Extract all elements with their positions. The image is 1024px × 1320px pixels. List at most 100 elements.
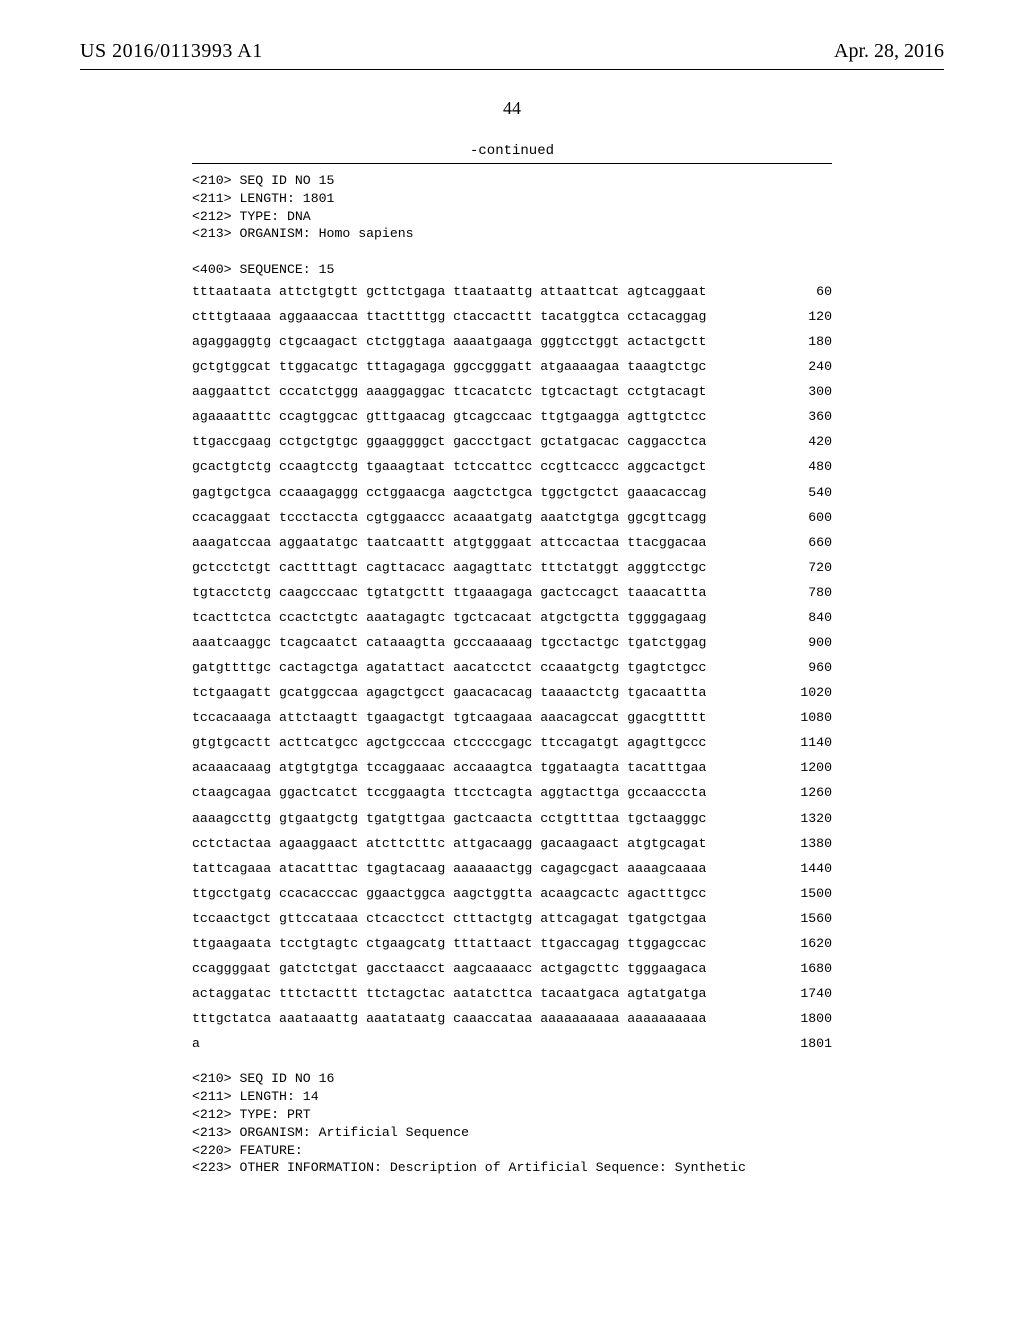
sequence-body: tttaataata attctgtgtt gcttctgaga ttaataa…: [192, 279, 832, 1056]
sequence-position: 480: [764, 454, 832, 479]
sequence-text: aaagatccaa aggaatatgc taatcaattt atgtggg…: [192, 530, 706, 555]
sequence-position: 360: [764, 404, 832, 429]
sequence-position: 1620: [764, 931, 832, 956]
sequence-line: cctctactaa agaaggaact atcttctttc attgaca…: [192, 831, 832, 856]
sequence-line: aaagatccaa aggaatatgc taatcaattt atgtggg…: [192, 530, 832, 555]
continued-label: -continued: [192, 143, 832, 159]
sequence-text: acaaacaaag atgtgtgtga tccaggaaac accaaag…: [192, 755, 706, 780]
sequence-line: tccacaaaga attctaagtt tgaagactgt tgtcaag…: [192, 705, 832, 730]
sequence-position: 1740: [764, 981, 832, 1006]
sequence-text: ttgcctgatg ccacacccac ggaactggca aagctgg…: [192, 881, 706, 906]
sequence-position: 300: [764, 379, 832, 404]
sequence-line: gtgtgcactt acttcatgcc agctgcccaa ctccccg…: [192, 730, 832, 755]
sequence-position: 1320: [764, 806, 832, 831]
page-number: 44: [80, 98, 944, 119]
sequence-position: 660: [764, 530, 832, 555]
sequence-text: gatgttttgc cactagctga agatattact aacatcc…: [192, 655, 706, 680]
sequence-text: tttgctatca aaataaattg aaatataatg caaacca…: [192, 1006, 706, 1031]
sequence-text: tattcagaaa atacatttac tgagtacaag aaaaaac…: [192, 856, 706, 881]
sequence-text: cctctactaa agaaggaact atcttctttc attgaca…: [192, 831, 706, 856]
sequence-position: 960: [764, 655, 832, 680]
sequence-line: ttgcctgatg ccacacccac ggaactggca aagctgg…: [192, 881, 832, 906]
publication-id: US 2016/0113993 A1: [80, 40, 263, 63]
sequence-position: 1260: [764, 780, 832, 805]
continued-rule-top: [192, 163, 832, 164]
sequence-line: a 1801: [192, 1031, 832, 1056]
sequence-line: ttgaccgaag cctgctgtgc ggaaggggct gaccctg…: [192, 429, 832, 454]
sequence-text: gctcctctgt cacttttagt cagttacacc aagagtt…: [192, 555, 706, 580]
sequence-line: actaggatac tttctacttt ttctagctac aatatct…: [192, 981, 832, 1006]
sequence-text: tcacttctca ccactctgtc aaatagagtc tgctcac…: [192, 605, 706, 630]
sequence-position: 240: [764, 354, 832, 379]
sequence-position: 1560: [764, 906, 832, 931]
sequence-position: 1500: [764, 881, 832, 906]
sequence-text: ttgaccgaag cctgctgtgc ggaaggggct gaccctg…: [192, 429, 706, 454]
sequence-line: tttaataata attctgtgtt gcttctgaga ttaataa…: [192, 279, 832, 304]
sequence-line: ctttgtaaaa aggaaaccaa ttacttttgg ctaccac…: [192, 304, 832, 329]
sequence-position: 420: [764, 429, 832, 454]
publication-date: Apr. 28, 2016: [834, 40, 944, 63]
sequence-position: 1800: [764, 1006, 832, 1031]
page: US 2016/0113993 A1 Apr. 28, 2016 44 -con…: [0, 0, 1024, 1320]
sequence-text: gagtgctgca ccaaagaggg cctggaacga aagctct…: [192, 480, 706, 505]
sequence-text: gtgtgcactt acttcatgcc agctgcccaa ctccccg…: [192, 730, 706, 755]
sequence-position: 840: [764, 605, 832, 630]
sequence-listing: -continued <210> SEQ ID NO 15 <211> LENG…: [192, 143, 832, 1177]
sequence-text: aaaagccttg gtgaatgctg tgatgttgaa gactcaa…: [192, 806, 706, 831]
sequence-line: aaggaattct cccatctggg aaaggaggac ttcacat…: [192, 379, 832, 404]
sequence-line: ccaggggaat gatctctgat gacctaacct aagcaaa…: [192, 956, 832, 981]
sequence-position: 1200: [764, 755, 832, 780]
sequence-text: ctttgtaaaa aggaaaccaa ttacttttgg ctaccac…: [192, 304, 706, 329]
sequence-line: ccacaggaat tccctaccta cgtggaaccc acaaatg…: [192, 505, 832, 530]
sequence-position: 1140: [764, 730, 832, 755]
sequence-text: tccacaaaga attctaagtt tgaagactgt tgtcaag…: [192, 705, 706, 730]
sequence-position: 540: [764, 480, 832, 505]
sequence-position: 1020: [764, 680, 832, 705]
sequence-text: agaaaatttc ccagtggcac gtttgaacag gtcagcc…: [192, 404, 706, 429]
sequence-line: aaatcaaggc tcagcaatct cataaagtta gcccaaa…: [192, 630, 832, 655]
sequence-text: ctaagcagaa ggactcatct tccggaagta ttcctca…: [192, 780, 706, 805]
seq-meta-bottom: <210> SEQ ID NO 16 <211> LENGTH: 14 <212…: [192, 1070, 832, 1177]
header-row: US 2016/0113993 A1 Apr. 28, 2016: [80, 40, 944, 63]
sequence-line: gagtgctgca ccaaagaggg cctggaacga aagctct…: [192, 480, 832, 505]
sequence-text: tttaataata attctgtgtt gcttctgaga ttaataa…: [192, 279, 706, 304]
sequence-text: ccaggggaat gatctctgat gacctaacct aagcaaa…: [192, 956, 706, 981]
sequence-line: acaaacaaag atgtgtgtga tccaggaaac accaaag…: [192, 755, 832, 780]
sequence-position: 1440: [764, 856, 832, 881]
sequence-text: ccacaggaat tccctaccta cgtggaaccc acaaatg…: [192, 505, 706, 530]
sequence-line: tctgaagatt gcatggccaa agagctgcct gaacaca…: [192, 680, 832, 705]
sequence-text: aaatcaaggc tcagcaatct cataaagtta gcccaaa…: [192, 630, 706, 655]
sequence-position: 780: [764, 580, 832, 605]
sequence-line: aaaagccttg gtgaatgctg tgatgttgaa gactcaa…: [192, 806, 832, 831]
sequence-position: 1380: [764, 831, 832, 856]
sequence-position: 120: [764, 304, 832, 329]
sequence-position: 1680: [764, 956, 832, 981]
sequence-text: tctgaagatt gcatggccaa agagctgcct gaacaca…: [192, 680, 706, 705]
sequence-line: agaaaatttc ccagtggcac gtttgaacag gtcagcc…: [192, 404, 832, 429]
sequence-line: gctcctctgt cacttttagt cagttacacc aagagtt…: [192, 555, 832, 580]
sequence-position: 600: [764, 505, 832, 530]
sequence-text: actaggatac tttctacttt ttctagctac aatatct…: [192, 981, 706, 1006]
sequence-line: gcactgtctg ccaagtcctg tgaaagtaat tctccat…: [192, 454, 832, 479]
sequence-position: 180: [764, 329, 832, 354]
sequence-text: agaggaggtg ctgcaagact ctctggtaga aaaatga…: [192, 329, 706, 354]
sequence-line: agaggaggtg ctgcaagact ctctggtaga aaaatga…: [192, 329, 832, 354]
sequence-text: tccaactgct gttccataaa ctcacctcct ctttact…: [192, 906, 706, 931]
sequence-text: tgtacctctg caagcccaac tgtatgcttt ttgaaag…: [192, 580, 706, 605]
sequence-line: ctaagcagaa ggactcatct tccggaagta ttcctca…: [192, 780, 832, 805]
sequence-line: gatgttttgc cactagctga agatattact aacatcc…: [192, 655, 832, 680]
sequence-position: 1801: [764, 1031, 832, 1056]
sequence-position: 900: [764, 630, 832, 655]
sequence-position: 60: [764, 279, 832, 304]
sequence-line: tattcagaaa atacatttac tgagtacaag aaaaaac…: [192, 856, 832, 881]
sequence-text: ttgaagaata tcctgtagtc ctgaagcatg tttatta…: [192, 931, 706, 956]
sequence-position: 1080: [764, 705, 832, 730]
sequence-text: gcactgtctg ccaagtcctg tgaaagtaat tctccat…: [192, 454, 706, 479]
sequence-line: gctgtggcat ttggacatgc tttagagaga ggccggg…: [192, 354, 832, 379]
sequence-line: tccaactgct gttccataaa ctcacctcct ctttact…: [192, 906, 832, 931]
sequence-position: 720: [764, 555, 832, 580]
sequence-line: ttgaagaata tcctgtagtc ctgaagcatg tttatta…: [192, 931, 832, 956]
sequence-text: a: [192, 1031, 200, 1056]
sequence-line: tgtacctctg caagcccaac tgtatgcttt ttgaaag…: [192, 580, 832, 605]
sequence-line: tcacttctca ccactctgtc aaatagagtc tgctcac…: [192, 605, 832, 630]
